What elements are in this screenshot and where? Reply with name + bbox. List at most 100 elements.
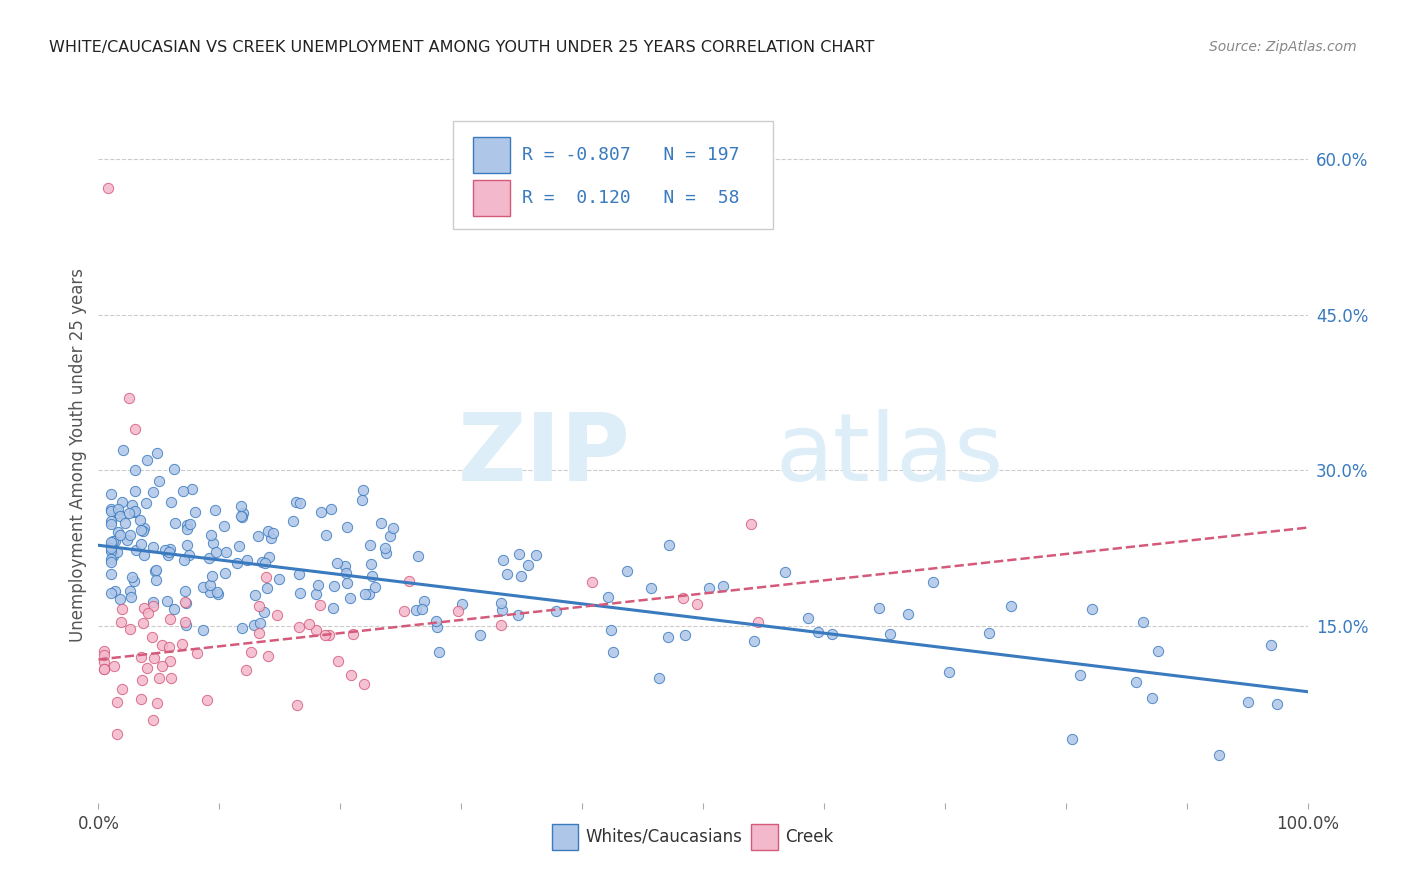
Point (131, 615, 153, 630)
Point (697, 581, 720, 595)
Point (254, 570, 277, 584)
Text: ZIP: ZIP (457, 409, 630, 501)
Point (200, 528, 222, 542)
Point (491, 596, 513, 610)
Point (215, 545, 238, 559)
Point (179, 517, 201, 532)
Point (193, 581, 215, 595)
Bar (474, 137, 509, 173)
Point (491, 617, 513, 632)
Point (174, 583, 197, 598)
Point (897, 607, 920, 621)
Point (938, 665, 960, 680)
Point (160, 494, 183, 508)
Point (148, 671, 170, 685)
Point (262, 526, 284, 541)
Point (136, 606, 159, 620)
Point (181, 482, 204, 496)
Point (118, 622, 141, 636)
Point (235, 663, 257, 677)
Point (177, 548, 200, 562)
Point (159, 654, 181, 668)
Point (100, 535, 122, 549)
Point (711, 579, 734, 593)
Point (256, 582, 278, 596)
Point (287, 567, 309, 582)
Point (326, 655, 349, 669)
Point (1081, 601, 1104, 615)
Point (148, 474, 170, 488)
Point (174, 617, 197, 632)
Point (176, 522, 198, 536)
Point (229, 499, 252, 513)
Point (93, 655, 115, 669)
Point (616, 564, 638, 578)
Point (198, 578, 221, 592)
Point (176, 538, 198, 552)
Point (186, 646, 208, 660)
Point (93, 644, 115, 658)
Point (108, 592, 131, 607)
Point (198, 585, 221, 599)
Point (193, 624, 215, 638)
Point (103, 659, 125, 673)
Point (323, 579, 346, 593)
Point (492, 553, 515, 567)
Point (195, 692, 218, 706)
Point (101, 549, 124, 563)
Point (742, 634, 765, 648)
Point (266, 608, 288, 623)
Point (231, 621, 253, 635)
Point (157, 548, 180, 562)
Point (287, 698, 309, 713)
Point (143, 564, 166, 578)
Point (176, 518, 198, 533)
Point (100, 541, 122, 556)
Point (647, 671, 669, 685)
Point (685, 597, 707, 611)
Point (124, 422, 146, 436)
Point (231, 509, 253, 524)
Point (172, 484, 194, 499)
Point (256, 649, 278, 664)
Point (150, 659, 173, 673)
Point (105, 727, 128, 741)
Point (740, 517, 762, 532)
Point (510, 569, 533, 583)
Point (1208, 747, 1230, 762)
Point (125, 542, 148, 557)
Point (107, 502, 129, 516)
FancyBboxPatch shape (453, 121, 773, 229)
Point (360, 557, 382, 571)
Point (145, 563, 167, 577)
Point (339, 591, 361, 606)
Point (110, 495, 132, 509)
Point (108, 528, 131, 542)
Point (214, 566, 236, 580)
Point (174, 596, 197, 610)
Point (159, 545, 181, 559)
Point (335, 566, 357, 581)
Point (135, 661, 157, 675)
Point (104, 533, 127, 548)
Point (163, 462, 186, 476)
Point (146, 696, 169, 710)
Point (205, 585, 228, 599)
Point (868, 601, 890, 615)
Point (596, 591, 619, 605)
Point (93, 648, 115, 663)
Point (247, 599, 270, 613)
Point (121, 499, 143, 513)
Point (298, 616, 321, 631)
Point (100, 555, 122, 569)
Point (1125, 675, 1147, 690)
Point (1260, 638, 1282, 652)
Point (392, 604, 415, 618)
Point (447, 603, 470, 617)
Point (1069, 668, 1091, 682)
Point (170, 637, 193, 651)
Point (100, 552, 122, 566)
Point (247, 529, 270, 543)
Point (198, 551, 221, 566)
Point (163, 516, 186, 530)
